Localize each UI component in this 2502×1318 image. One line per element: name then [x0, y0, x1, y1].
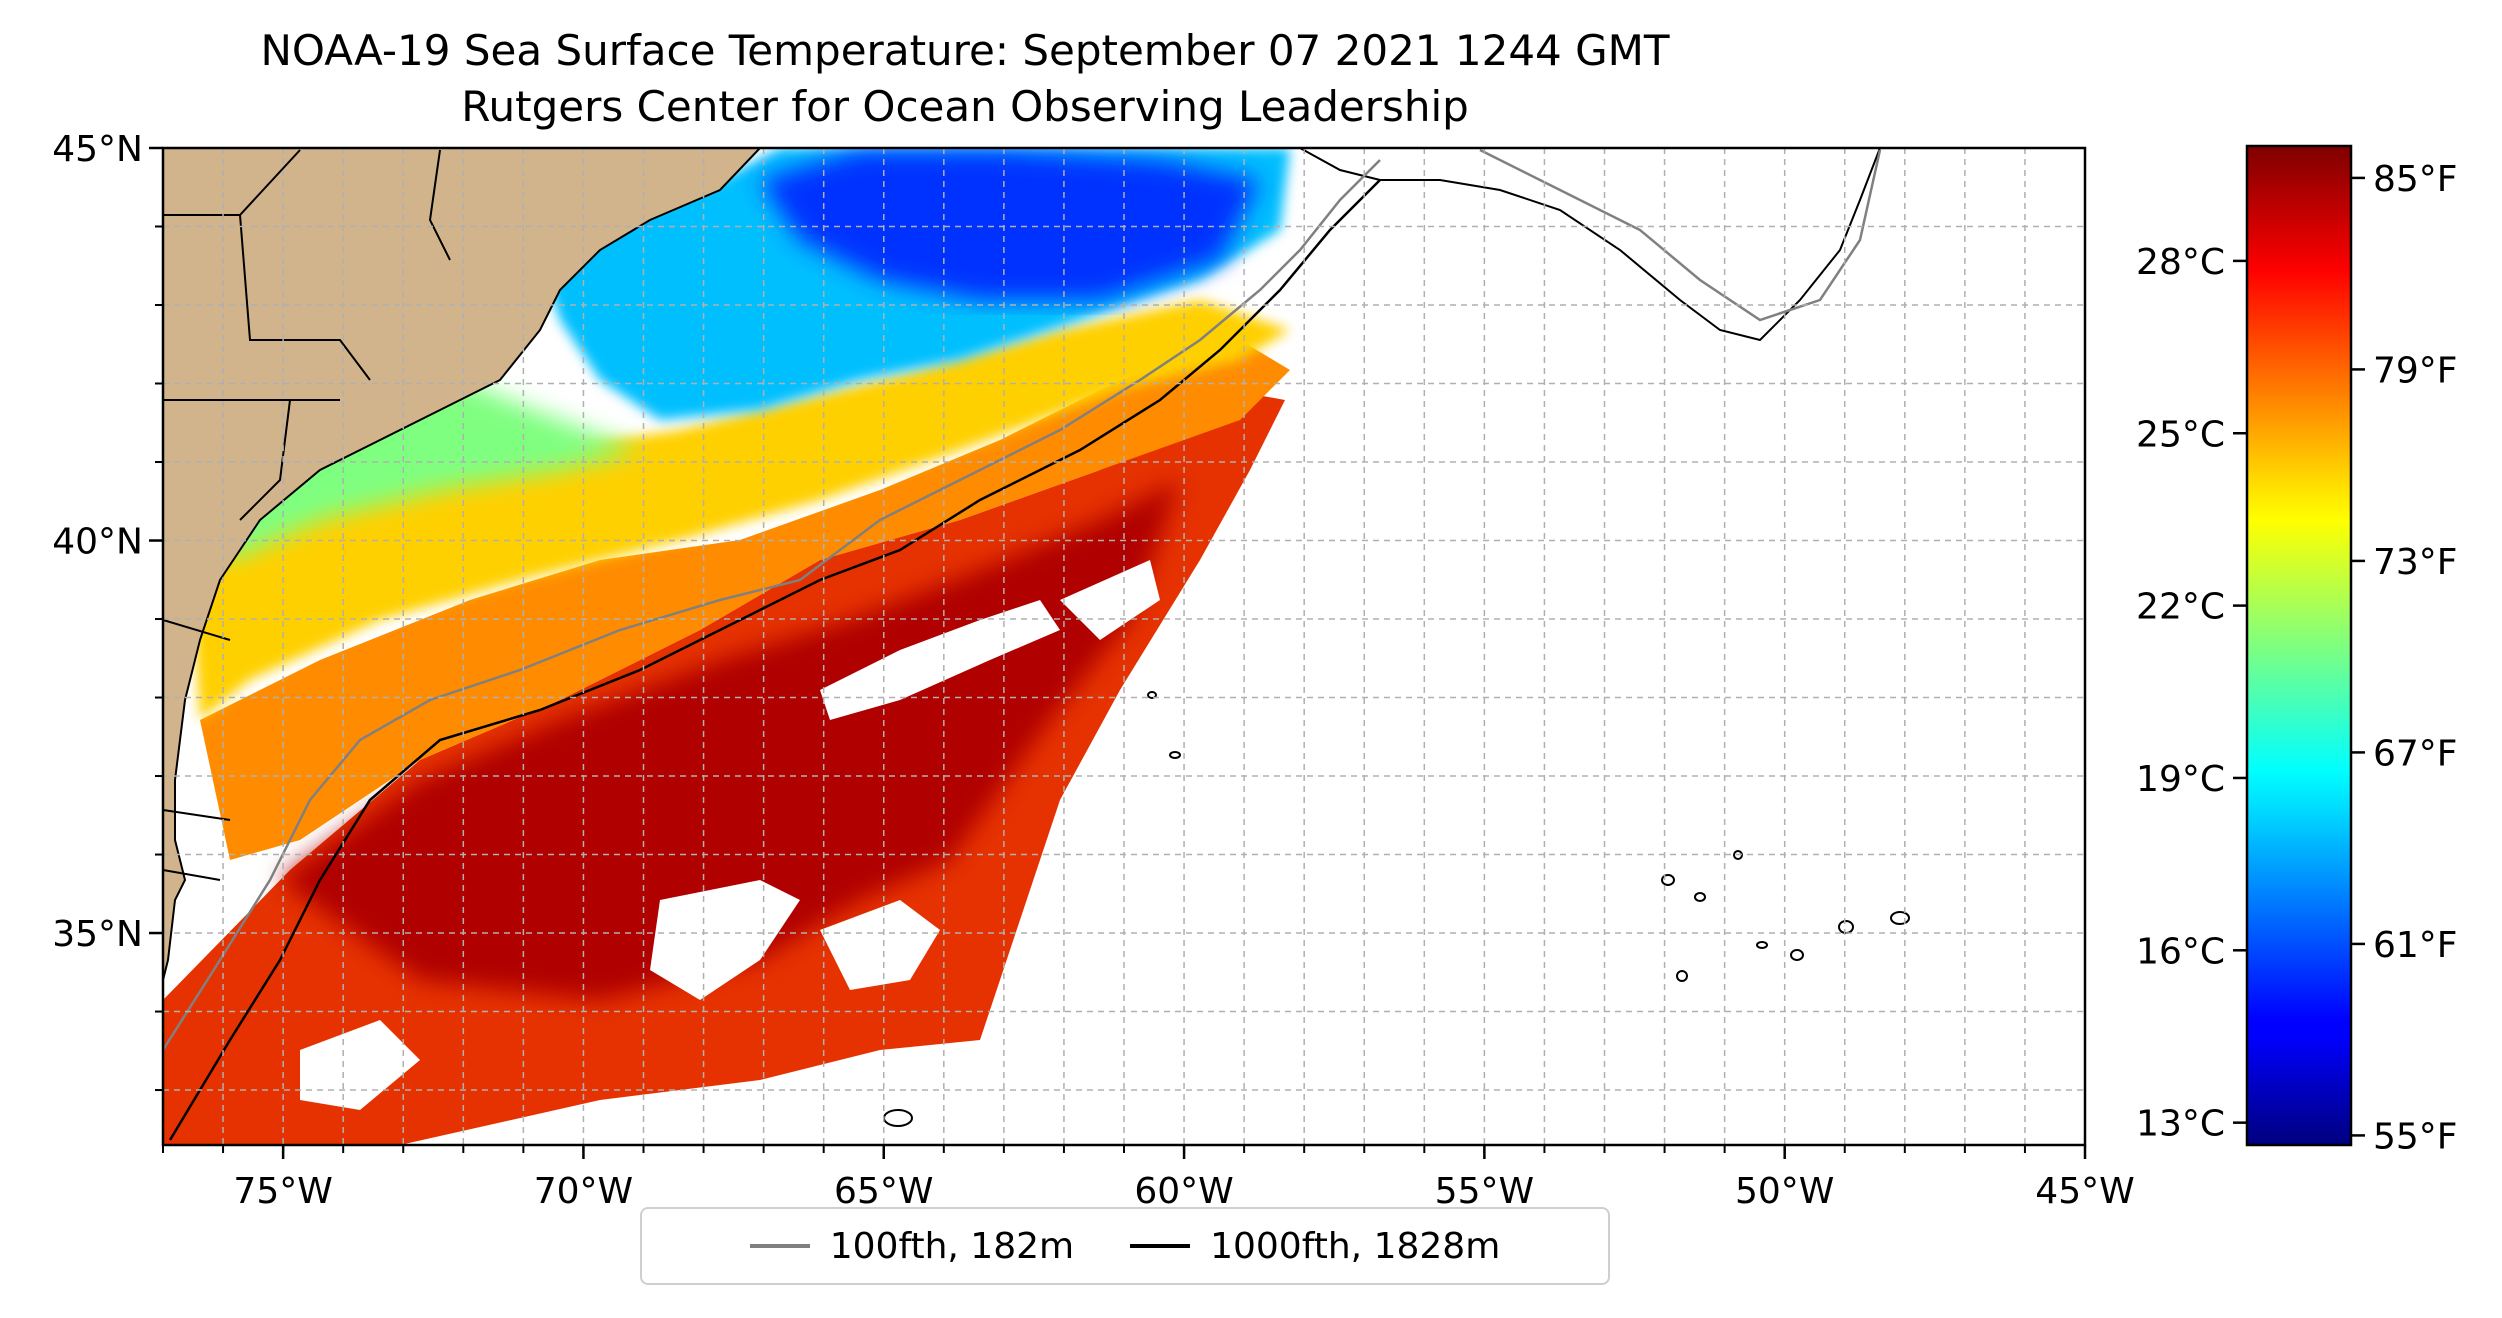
- colorbar-fahrenheit-label: 61°F: [2373, 925, 2458, 966]
- lon-tick-label: 75°W: [233, 1171, 332, 1212]
- isobath-100fth: [163, 159, 1381, 1051]
- lon-tick-label: 45°W: [2035, 1171, 2134, 1212]
- latitude-axis: 45°N 40°N 35°N: [52, 129, 163, 1092]
- colorbar-celsius-ticks: 28°C 25°C 22°C 19°C 16°C 13°C: [2136, 242, 2247, 1145]
- yellow-shelf-water: [190, 300, 1290, 720]
- no-data-area: [960, 148, 2085, 1145]
- colorbar-fahrenheit-label: 55°F: [2373, 1116, 2458, 1157]
- lat-tick-label: 45°N: [52, 129, 143, 170]
- cloud-gap: [1060, 560, 1160, 640]
- colorbar-fahrenheit-label: 85°F: [2373, 159, 2458, 200]
- colorbar-frame: [2245, 144, 2353, 1147]
- cloud-gap: [650, 880, 800, 1000]
- legend-line-black: [1130, 1244, 1191, 1248]
- legend-entry-100fth: 100fth, 182m: [749, 1225, 1075, 1267]
- very-cold-core: [760, 150, 1260, 300]
- lat-tick-label: 35°N: [52, 914, 143, 955]
- grid-lines: [163, 148, 2085, 1145]
- legend-label: 100fth, 182m: [829, 1225, 1075, 1267]
- isobath-100fth-east: [1479, 148, 1882, 322]
- land-mass: [163, 148, 760, 980]
- lon-tick-label: 60°W: [1134, 1171, 1233, 1212]
- legend-label: 1000fth, 1828m: [1210, 1225, 1501, 1267]
- lon-tick-label: 70°W: [534, 1171, 633, 1212]
- colorbar-gradient: [2247, 146, 2351, 1145]
- colorbar-fahrenheit-label: 67°F: [2373, 733, 2458, 774]
- colorbar-celsius-label: 19°C: [2136, 759, 2225, 800]
- colorbar-celsius-label: 16°C: [2136, 931, 2225, 972]
- lon-tick-label: 50°W: [1735, 1171, 1834, 1212]
- nova-scotia-outline: [1299, 148, 1882, 342]
- very-warm-core: [280, 480, 1180, 1000]
- colorbar-fahrenheit-label: 79°F: [2373, 350, 2458, 391]
- lon-tick-label: 65°W: [834, 1171, 933, 1212]
- lon-tick-label: 55°W: [1435, 1171, 1534, 1212]
- colorbar-celsius-label: 25°C: [2136, 414, 2225, 455]
- islands: [883, 691, 1910, 1127]
- map-panel: [163, 148, 2085, 1145]
- cloud-gap: [820, 600, 1060, 720]
- cloud-gap: [820, 900, 940, 990]
- figure-title: NOAA-19 Sea Surface Temperature: Septemb…: [260, 26, 1670, 75]
- cloud-gap: [300, 1020, 420, 1110]
- colorbar-fahrenheit-label: 73°F: [2373, 542, 2458, 583]
- colorbar: 28°C 25°C 22°C 19°C 16°C 13°C 85°F 79°F 73°F 67°…: [2136, 144, 2458, 1157]
- lat-tick-label: 40°N: [52, 522, 143, 563]
- legend: 100fth, 182m 1000fth, 1828m: [640, 1207, 1610, 1285]
- figure-subtitle: Rutgers Center for Ocean Observing Leade…: [461, 82, 1469, 131]
- coastline: [163, 148, 761, 981]
- legend-line-gray: [749, 1244, 810, 1248]
- colorbar-celsius-label: 22°C: [2136, 587, 2225, 628]
- colorbar-celsius-label: 13°C: [2136, 1104, 2225, 1145]
- longitude-axis: 75°W 70°W 65°W 60°W 55°W 50°W 45°W: [162, 1145, 2135, 1212]
- isobath-1000fth: [168, 179, 1381, 1141]
- colorbar-fahrenheit-ticks: 85°F 79°F 73°F 67°F 61°F 55°F: [2351, 159, 2458, 1157]
- colorbar-celsius-label: 28°C: [2136, 242, 2225, 283]
- legend-entry-1000fth: 1000fth, 1828m: [1130, 1226, 1500, 1267]
